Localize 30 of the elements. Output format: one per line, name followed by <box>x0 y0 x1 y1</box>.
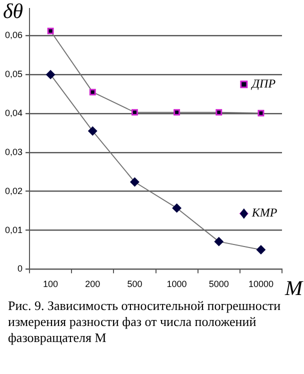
point <box>46 70 56 80</box>
point <box>88 126 98 136</box>
text: Рис. 9. Зависимость относительной погрешности измерения разности фаз от числа положений фазовращателя M <box>8 298 281 345</box>
x-tick-label: 100 <box>43 279 58 290</box>
x-tick-label: 1000 <box>166 279 187 290</box>
y-tick-label: 0,06 <box>4 30 23 40</box>
y-tick-label: 0,04 <box>4 108 23 118</box>
point <box>216 109 222 116</box>
x-tick-label: 500 <box>127 279 142 290</box>
point <box>172 204 182 213</box>
legend-label: КМР <box>250 206 278 220</box>
point <box>131 109 138 116</box>
point <box>47 28 54 34</box>
x-tick-label: 10000 <box>248 279 274 290</box>
y-tick-label: 0 <box>18 264 23 274</box>
x-tick-label: 200 <box>85 279 100 290</box>
y-tick-label: 0,01 <box>4 224 23 235</box>
point <box>174 109 180 116</box>
point <box>214 237 224 246</box>
legend-label: ДПР <box>250 76 276 90</box>
point <box>258 110 264 116</box>
x-axis-title: M <box>284 276 304 300</box>
y-tick-label: 0,03 <box>4 146 23 157</box>
y-axis-title: δθ <box>3 0 24 24</box>
x-tick-label: 5000 <box>208 279 229 290</box>
point <box>130 178 140 187</box>
point <box>89 88 96 96</box>
y-tick-label: 0,02 <box>4 186 23 196</box>
y-tick-label: 0,05 <box>4 69 23 80</box>
point <box>256 245 266 254</box>
